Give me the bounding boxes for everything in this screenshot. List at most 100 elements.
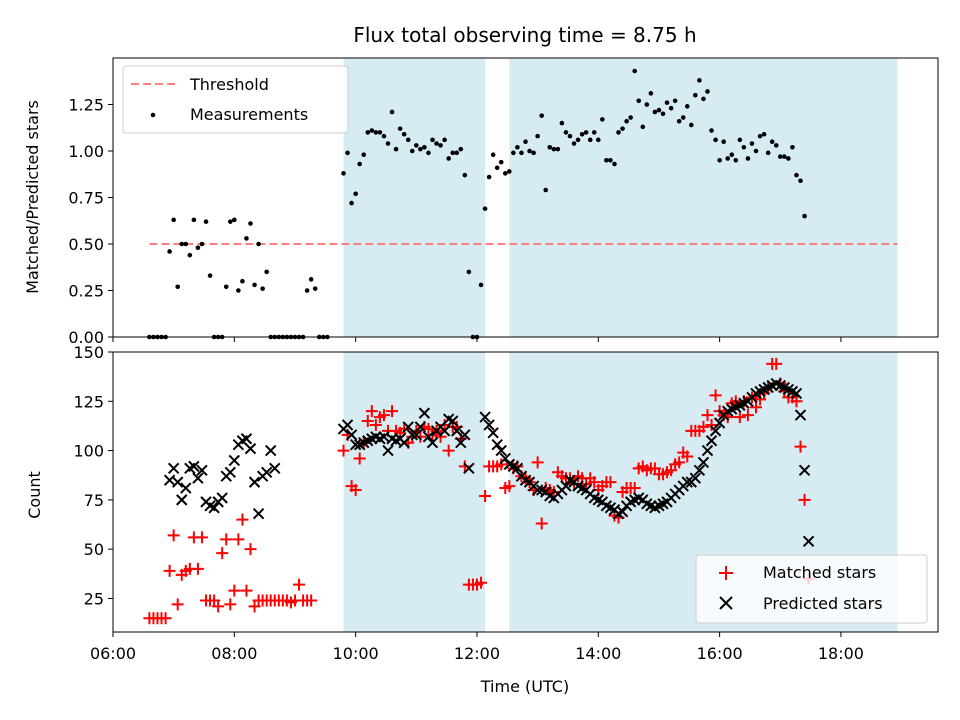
top-y-tick-label: 0.00 — [68, 328, 104, 347]
measurement-point — [191, 217, 197, 223]
matched-star-point — [220, 533, 233, 546]
measurement-point — [636, 98, 642, 104]
measurement-point — [660, 111, 666, 117]
measurement-point — [490, 152, 496, 158]
measurement-point — [446, 156, 451, 161]
matched-star-point — [458, 460, 471, 473]
top-y-tick-label: 1.00 — [68, 142, 104, 161]
measurement-point — [632, 68, 637, 74]
matched-star-point — [171, 598, 184, 611]
predicted-star-point — [446, 415, 459, 427]
matched-star-point — [195, 531, 208, 544]
measurement-point — [551, 146, 557, 152]
measurement-point — [511, 150, 516, 156]
matched-star-point — [167, 529, 180, 542]
matched-star-point — [244, 543, 257, 556]
measurement-point — [223, 284, 229, 290]
matched-star-point — [673, 456, 686, 469]
measurement-point — [195, 245, 201, 251]
legend-predicted-label: Predicted stars — [763, 594, 883, 613]
measurement-point — [693, 92, 698, 98]
measurement-point — [563, 130, 569, 135]
measurements-points — [147, 68, 807, 340]
measurement-point — [794, 172, 799, 178]
shaded-observing-interval — [509, 58, 898, 337]
measurement-point — [389, 109, 395, 115]
measurement-point — [381, 133, 387, 139]
predicted-star-point — [705, 435, 718, 447]
matched-star-point — [305, 594, 318, 607]
predicted-star-point — [709, 425, 722, 437]
matched-star-point — [628, 482, 641, 495]
bottom-y-tick-label: 50 — [84, 540, 104, 559]
measurement-point — [595, 137, 601, 143]
predicted-star-point — [180, 482, 192, 494]
measurement-point — [680, 115, 686, 120]
predicted-star-point — [426, 436, 439, 449]
measurement-point — [409, 148, 415, 154]
matched-star-point — [353, 452, 366, 465]
matched-star-point — [386, 405, 399, 418]
measurement-point — [579, 131, 585, 137]
measurement-point — [377, 130, 383, 135]
matched-star-point — [705, 418, 718, 431]
measurement-point — [401, 131, 407, 137]
matched-star-point — [479, 489, 492, 502]
measurement-point — [175, 284, 181, 290]
matched-star-point — [709, 389, 722, 402]
measurement-point — [494, 165, 500, 171]
measurement-point — [689, 122, 694, 128]
measurement-point — [571, 141, 577, 146]
measurement-point — [769, 139, 775, 144]
predicted-star-point — [451, 425, 463, 437]
matched-star-point — [232, 533, 245, 546]
predicted-star-point — [681, 476, 693, 488]
matched-star-point — [414, 430, 427, 443]
top-legend-box — [122, 65, 349, 134]
bottom-x-tick-label: 14:00 — [575, 644, 621, 663]
bottom-x-tick-label: 12:00 — [454, 644, 500, 663]
measurement-point — [414, 143, 419, 148]
legend-matched-swatch — [719, 566, 733, 580]
measurement-point — [786, 156, 791, 161]
matched-star-point — [741, 409, 754, 422]
predicted-star-point — [224, 466, 236, 478]
predicted-star-point — [495, 444, 507, 457]
predicted-star-point — [176, 494, 188, 506]
measurement-point — [183, 241, 189, 247]
measurement-point — [252, 282, 257, 288]
matched-star-point — [588, 476, 601, 489]
predicted-star-point — [418, 407, 431, 419]
top-y-ticks: 0.00 0.25 0.50 0.75 1.00 1.25 — [68, 96, 113, 347]
matched-star-point — [681, 450, 694, 463]
matched-star-point — [398, 422, 411, 435]
matched-star-point — [228, 584, 241, 597]
predicted-star-point — [697, 456, 710, 469]
predicted-star-point — [248, 476, 261, 488]
measurement-point — [482, 206, 488, 211]
top-chart-title: Flux total observing time = 8.75 h — [353, 23, 696, 47]
measurement-point — [713, 137, 718, 143]
predicted-star-point — [244, 442, 257, 455]
matched-star-point — [733, 411, 746, 424]
matched-star-point — [701, 409, 714, 422]
measurement-point — [227, 219, 233, 224]
bottom-y-tick-label: 150 — [73, 343, 104, 362]
measurement-point — [345, 150, 350, 156]
predicted-star-point — [414, 421, 427, 433]
measurement-point — [308, 277, 314, 282]
matched-star-point — [794, 440, 807, 453]
legend-measurements-label: Measurements — [190, 105, 308, 124]
measurement-point — [248, 221, 253, 226]
predicted-star-point — [188, 460, 200, 473]
bottom-legend: Matched stars Predicted stars — [695, 554, 928, 624]
matched-star-point — [163, 564, 176, 577]
predicted-star-point — [689, 472, 702, 484]
measurement-point — [462, 172, 468, 178]
matched-star-point — [191, 562, 204, 575]
measurement-point — [798, 178, 803, 184]
legend-matched-label: Matched stars — [763, 563, 876, 582]
top-legend: Threshold Measurements — [122, 65, 349, 134]
measurement-point — [260, 286, 265, 291]
